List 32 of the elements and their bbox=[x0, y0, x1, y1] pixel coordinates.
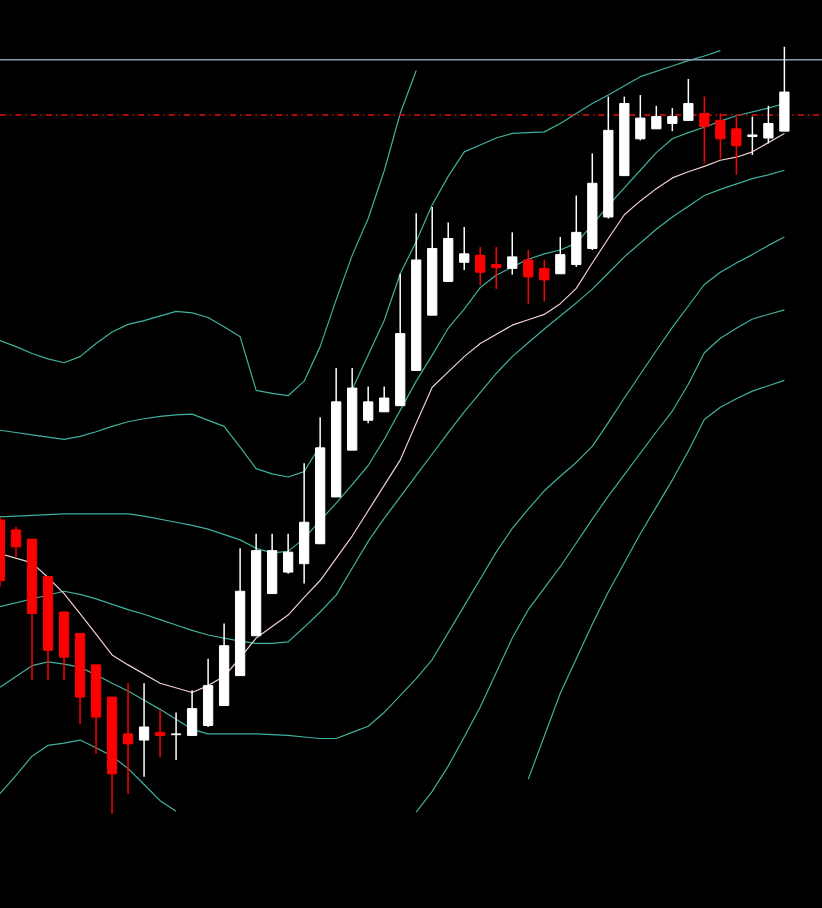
candlestick bbox=[138, 682, 150, 778]
candlestick bbox=[491, 246, 502, 290]
candlestick bbox=[10, 526, 22, 558]
candlestick bbox=[154, 709, 166, 758]
candlestick bbox=[283, 533, 294, 575]
candlestick bbox=[683, 78, 694, 122]
candlestick bbox=[763, 105, 774, 145]
candlestick bbox=[715, 112, 726, 160]
candlestick bbox=[363, 385, 374, 425]
candlestick bbox=[635, 94, 646, 142]
candlestick bbox=[523, 249, 534, 305]
candlestick bbox=[731, 115, 742, 176]
candlestick bbox=[507, 231, 518, 276]
candlestick bbox=[186, 689, 198, 737]
candlestick bbox=[58, 611, 70, 681]
candlestick bbox=[667, 107, 678, 132]
candlestick bbox=[555, 236, 566, 275]
candlestick bbox=[651, 105, 662, 130]
candlestick bbox=[779, 46, 790, 132]
candlestick bbox=[747, 115, 758, 156]
candlestick bbox=[475, 246, 486, 287]
candlestick bbox=[379, 385, 390, 413]
candlestick bbox=[443, 221, 454, 283]
candlestick bbox=[459, 226, 470, 271]
candlestick bbox=[571, 194, 582, 268]
candlestick bbox=[122, 682, 134, 795]
candlestick bbox=[699, 95, 710, 165]
candlestick bbox=[266, 533, 278, 595]
candlestick bbox=[299, 462, 310, 585]
candlestick bbox=[539, 259, 550, 303]
candlestick bbox=[202, 658, 214, 728]
candlestick bbox=[170, 711, 182, 761]
